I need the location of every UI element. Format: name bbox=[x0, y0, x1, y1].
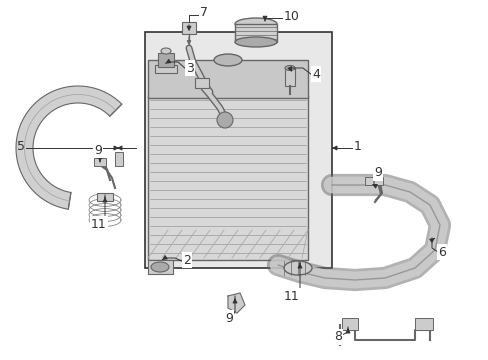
Bar bbox=[155, 65, 177, 73]
Ellipse shape bbox=[151, 262, 169, 272]
Text: 11: 11 bbox=[284, 289, 299, 302]
Ellipse shape bbox=[235, 18, 276, 30]
Ellipse shape bbox=[214, 54, 242, 66]
Polygon shape bbox=[227, 293, 244, 313]
Ellipse shape bbox=[285, 66, 294, 71]
Bar bbox=[115, 152, 123, 166]
Text: 10: 10 bbox=[284, 9, 299, 22]
Bar bbox=[148, 95, 307, 260]
Bar bbox=[235, 24, 276, 42]
Bar bbox=[158, 53, 174, 67]
Ellipse shape bbox=[284, 261, 311, 275]
Circle shape bbox=[217, 112, 232, 128]
Bar bbox=[414, 318, 432, 330]
Text: 5: 5 bbox=[17, 140, 25, 153]
Bar bbox=[285, 68, 294, 86]
Text: 2: 2 bbox=[183, 253, 190, 266]
Text: 4: 4 bbox=[311, 68, 319, 81]
Bar bbox=[145, 32, 331, 268]
Text: 8: 8 bbox=[333, 330, 341, 343]
Bar bbox=[195, 78, 208, 88]
Ellipse shape bbox=[235, 37, 276, 47]
Text: 9: 9 bbox=[373, 166, 381, 180]
Bar bbox=[364, 177, 382, 185]
Text: 9: 9 bbox=[224, 311, 232, 324]
Text: 9: 9 bbox=[94, 144, 102, 157]
Bar bbox=[341, 318, 357, 330]
Bar bbox=[94, 158, 106, 166]
Bar bbox=[148, 260, 173, 274]
Bar bbox=[182, 22, 196, 34]
Text: 7: 7 bbox=[200, 6, 207, 19]
Text: 1: 1 bbox=[353, 140, 361, 153]
Ellipse shape bbox=[161, 48, 171, 54]
Text: 6: 6 bbox=[437, 246, 445, 258]
Bar bbox=[148, 60, 307, 98]
Text: 11: 11 bbox=[91, 217, 107, 230]
Polygon shape bbox=[16, 86, 122, 209]
Text: 3: 3 bbox=[185, 62, 193, 75]
Bar bbox=[97, 193, 113, 201]
